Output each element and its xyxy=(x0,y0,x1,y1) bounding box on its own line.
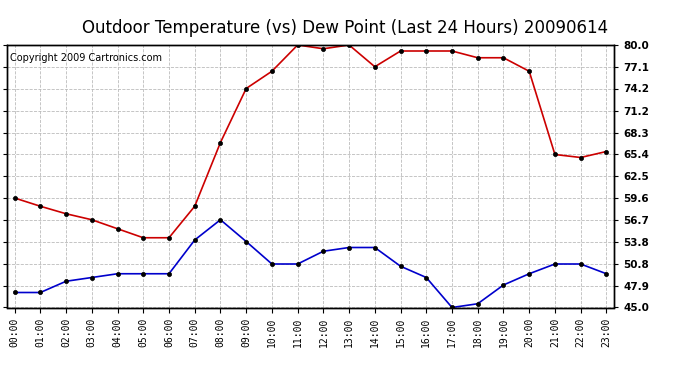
Text: Copyright 2009 Cartronics.com: Copyright 2009 Cartronics.com xyxy=(10,53,162,63)
Text: Outdoor Temperature (vs) Dew Point (Last 24 Hours) 20090614: Outdoor Temperature (vs) Dew Point (Last… xyxy=(82,19,608,37)
